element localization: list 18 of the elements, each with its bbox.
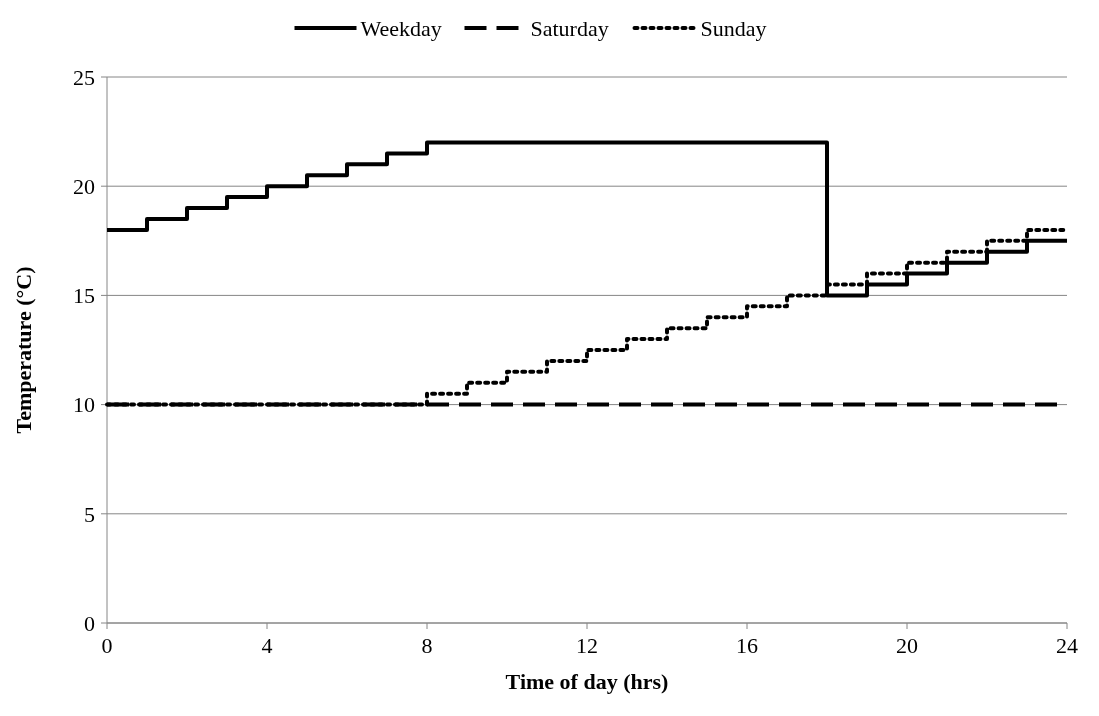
legend-label: Weekday xyxy=(360,15,442,41)
y-tick-label: 25 xyxy=(73,64,95,90)
x-tick-label: 12 xyxy=(576,633,598,658)
y-axis-title: Temperature (°C) xyxy=(11,266,36,434)
x-axis-title: Time of day (hrs) xyxy=(505,669,669,694)
y-tick-label: 20 xyxy=(73,173,95,199)
legend-label: Saturday xyxy=(530,15,609,41)
y-tick-label: 0 xyxy=(84,610,95,636)
y-tick-label: 10 xyxy=(73,392,95,418)
x-tick-label: 20 xyxy=(896,633,918,658)
x-tick-label: 8 xyxy=(421,633,433,658)
x-tick-label: 16 xyxy=(736,633,758,658)
y-tick-label: 5 xyxy=(84,501,95,527)
x-tick-label: 0 xyxy=(101,633,113,658)
y-tick-label: 15 xyxy=(73,283,95,309)
legend-label: Sunday xyxy=(700,15,767,41)
x-tick-label: 24 xyxy=(1056,633,1078,658)
x-tick-label: 4 xyxy=(261,633,273,658)
